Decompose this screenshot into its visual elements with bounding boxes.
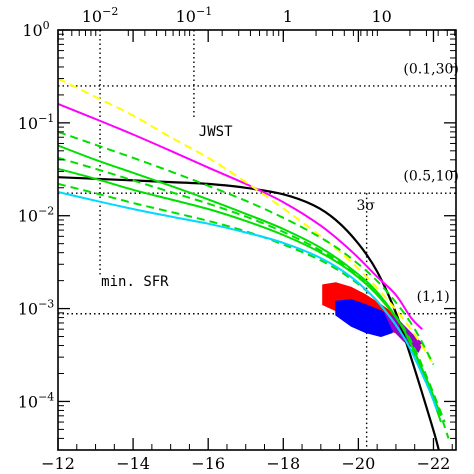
annotation-1: (0.5,10) [403,168,458,184]
series-lines [58,77,450,450]
top-tick-label-3: 10 [371,7,391,26]
annotation-3: JWST [199,124,233,140]
series-line-1 [58,102,423,330]
series-line-6 [58,156,446,423]
series-line-2 [58,77,435,366]
axes: −12 −14 −16 −18 −20 −22 10−2 10−1 1 10 100 10−1 10−2… [18,5,457,473]
y-tick-label-3: 10−3 [18,298,55,319]
top-tick-label-2: 1 [283,7,293,26]
top-tick-label-0: 10−2 [82,5,119,26]
y-tick-label-0: 100 [22,19,49,40]
x-tick-label-0: −12 [41,454,75,473]
shaded-region-1 [335,299,393,337]
x-tick-label-1: −14 [116,454,150,473]
y-tick-label-2: 10−2 [18,205,55,226]
x-tick-label-2: −16 [191,454,225,473]
annotations: (0.1,30) (0.5,10) (1,1) JWST min. SFR 3σ [101,62,459,306]
top-tick-label-1: 10−1 [176,5,213,26]
x-tick-label-4: −20 [341,454,375,473]
x-tick-label-3: −18 [266,454,300,473]
y-tick-label-4: 10−4 [18,390,55,411]
series-line-4 [58,130,435,365]
series-line-8 [58,191,439,411]
y-tick-label-1: 10−1 [18,112,55,133]
annotation-5: 3σ [357,198,376,214]
reference-lines [58,30,456,450]
x-tick-label-5: −22 [417,454,451,473]
annotation-0: (0.1,30) [403,62,458,78]
annotation-4: min. SFR [101,274,169,290]
annotation-2: (1,1) [417,289,450,305]
series-line-0 [58,176,440,450]
plot-frame [57,29,457,451]
